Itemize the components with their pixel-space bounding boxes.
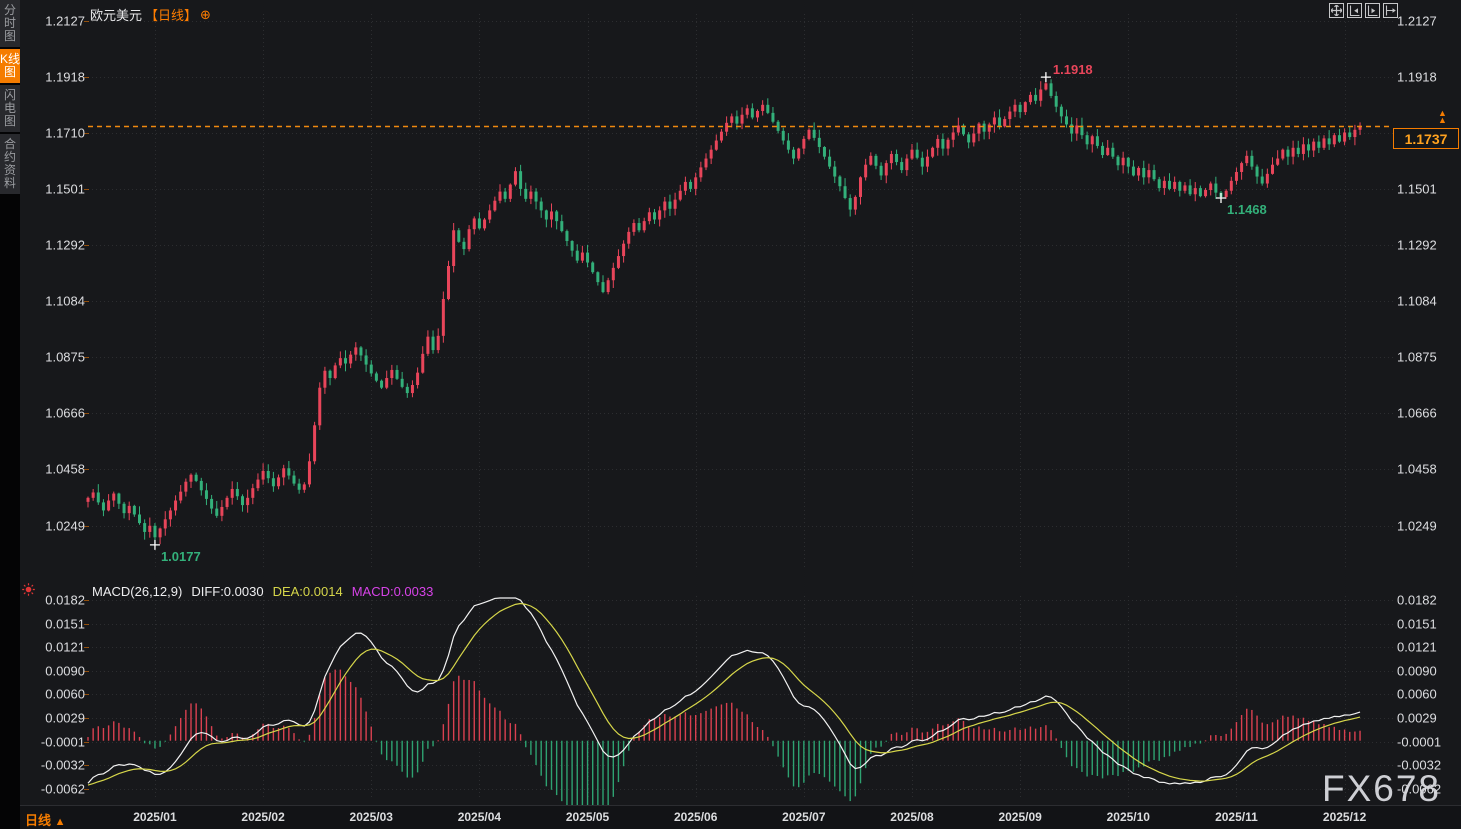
indicator-settings-icon[interactable] xyxy=(21,582,36,602)
compress-left-icon[interactable] xyxy=(1347,3,1362,18)
footer-period-selector[interactable]: 日线 ▲ xyxy=(25,813,66,828)
macd-macd-value: MACD:0.0033 xyxy=(351,584,434,599)
sidebar: 分时图 K线图 闪电图 合约资料 xyxy=(0,0,20,829)
pan-tool-icon[interactable] xyxy=(1329,3,1344,18)
x-axis-strip xyxy=(20,805,1461,829)
sidebar-tab-lightning[interactable]: 闪电图 xyxy=(0,85,20,132)
macd-dea-value: DEA:0.0014 xyxy=(272,584,343,599)
macd-params: MACD(26,12,9) xyxy=(92,584,183,599)
macd-diff-value: DIFF:0.0030 xyxy=(191,584,264,599)
chart-title: 欧元美元 【日线】 ⊕ xyxy=(90,5,211,24)
chart-toolbar xyxy=(1329,3,1398,18)
price-up-marker-icon: ▲ ▲ xyxy=(1438,108,1447,125)
shift-right-icon[interactable] xyxy=(1383,3,1398,18)
period-up-arrow-icon: ▲ xyxy=(54,816,66,828)
symbol-name: 欧元美元 xyxy=(90,8,143,23)
sidebar-tab-contract-info[interactable]: 合约资料 xyxy=(0,134,20,194)
macd-header: MACD(26,12,9) DIFF:0.0030 DEA:0.0014 MAC… xyxy=(92,584,433,599)
add-indicator-icon[interactable]: ⊕ xyxy=(200,7,211,22)
sidebar-tab-kline[interactable]: K线图 xyxy=(0,49,20,83)
sidebar-tab-timeshare[interactable]: 分时图 xyxy=(0,0,20,47)
brand-watermark: FX678 xyxy=(1322,768,1442,809)
last-price-tag: 1.1737 xyxy=(1393,128,1459,149)
scroll-to-latest-icon[interactable] xyxy=(1365,3,1380,18)
period-tag: 【日线】 xyxy=(145,8,198,23)
